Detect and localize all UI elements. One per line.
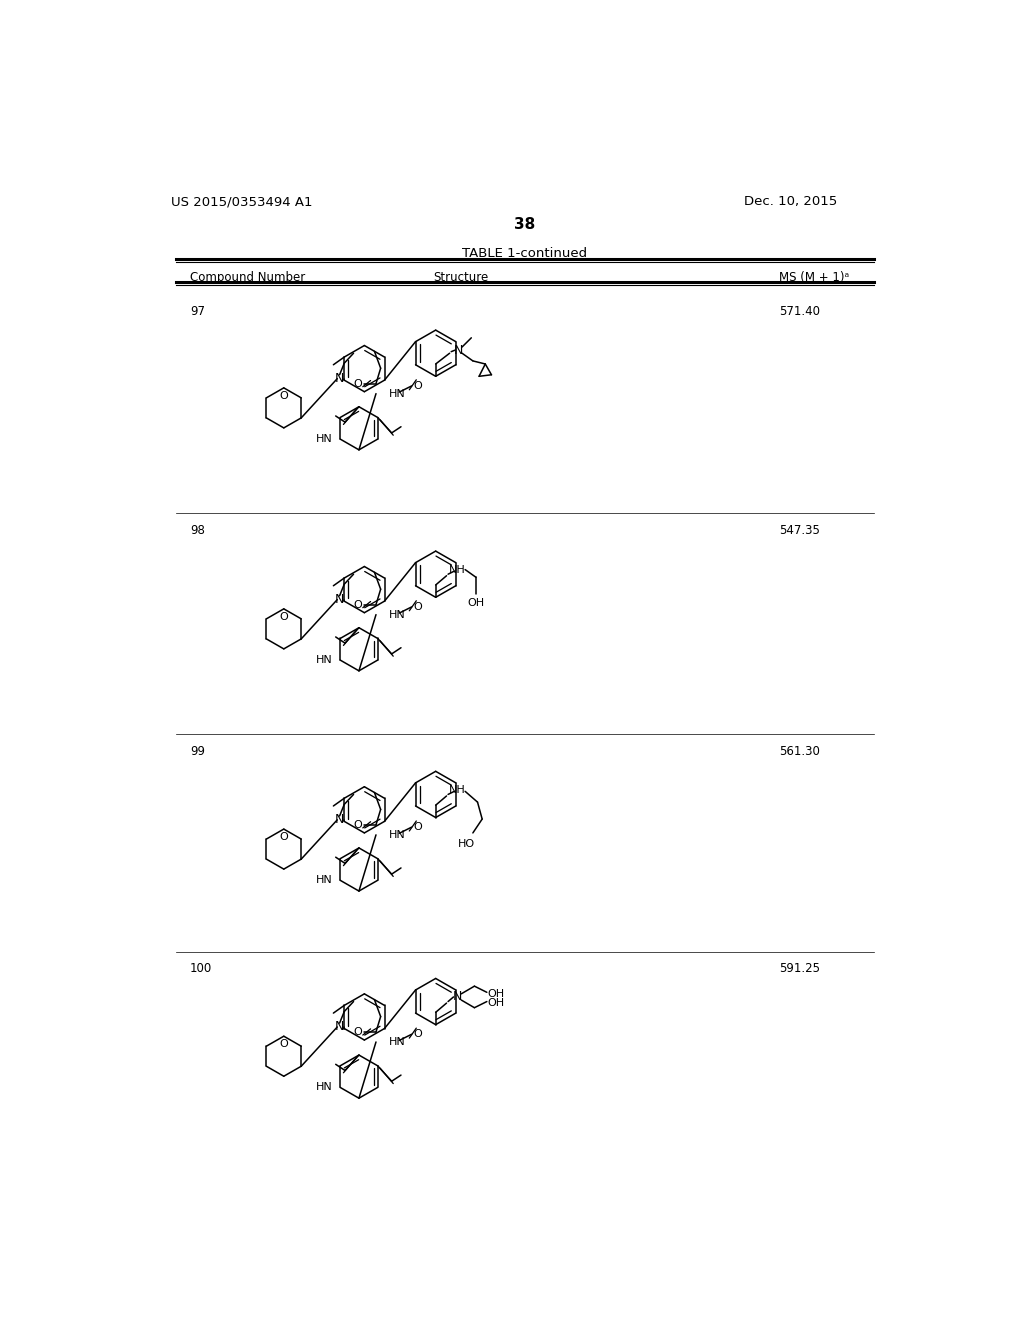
Text: N: N bbox=[335, 1020, 344, 1034]
Text: N: N bbox=[455, 343, 464, 356]
Text: HN: HN bbox=[388, 830, 406, 840]
Text: O: O bbox=[353, 599, 361, 610]
Text: 97: 97 bbox=[190, 305, 205, 318]
Text: O: O bbox=[280, 611, 288, 622]
Text: 100: 100 bbox=[190, 962, 212, 975]
Text: HN: HN bbox=[388, 610, 406, 619]
Text: 591.25: 591.25 bbox=[779, 962, 820, 975]
Text: HN: HN bbox=[316, 655, 333, 665]
Text: 561.30: 561.30 bbox=[779, 744, 820, 758]
Text: O: O bbox=[280, 391, 288, 400]
Text: HN: HN bbox=[316, 875, 333, 886]
Text: O: O bbox=[414, 1030, 422, 1039]
Text: OH: OH bbox=[487, 998, 505, 1008]
Text: US 2015/0353494 A1: US 2015/0353494 A1 bbox=[171, 195, 312, 209]
Text: HN: HN bbox=[388, 388, 406, 399]
Text: OH: OH bbox=[487, 989, 505, 999]
Text: HN: HN bbox=[388, 1038, 406, 1047]
Text: N: N bbox=[335, 372, 344, 385]
Text: 38: 38 bbox=[514, 216, 536, 232]
Text: N: N bbox=[335, 593, 344, 606]
Text: Structure: Structure bbox=[433, 271, 488, 284]
Text: NH: NH bbox=[449, 785, 466, 795]
Text: HN: HN bbox=[316, 434, 333, 444]
Text: 571.40: 571.40 bbox=[779, 305, 820, 318]
Text: MS (M + 1)ᵃ: MS (M + 1)ᵃ bbox=[779, 271, 849, 284]
Text: O: O bbox=[353, 820, 361, 830]
Text: HO: HO bbox=[458, 838, 475, 849]
Text: O: O bbox=[414, 822, 422, 832]
Text: O: O bbox=[353, 1027, 361, 1038]
Text: O: O bbox=[414, 381, 422, 391]
Text: 547.35: 547.35 bbox=[779, 524, 820, 537]
Text: HN: HN bbox=[316, 1082, 333, 1093]
Text: O: O bbox=[280, 1039, 288, 1049]
Text: OH: OH bbox=[467, 598, 484, 609]
Text: Dec. 10, 2015: Dec. 10, 2015 bbox=[744, 195, 838, 209]
Text: Compound Number: Compound Number bbox=[190, 271, 305, 284]
Text: 98: 98 bbox=[190, 524, 205, 537]
Text: O: O bbox=[414, 602, 422, 612]
Text: O: O bbox=[353, 379, 361, 388]
Text: TABLE 1-continued: TABLE 1-continued bbox=[462, 247, 588, 260]
Text: N: N bbox=[453, 990, 462, 1003]
Text: NH: NH bbox=[449, 565, 466, 574]
Text: O: O bbox=[280, 832, 288, 842]
Text: N: N bbox=[335, 813, 344, 826]
Text: 99: 99 bbox=[190, 744, 205, 758]
